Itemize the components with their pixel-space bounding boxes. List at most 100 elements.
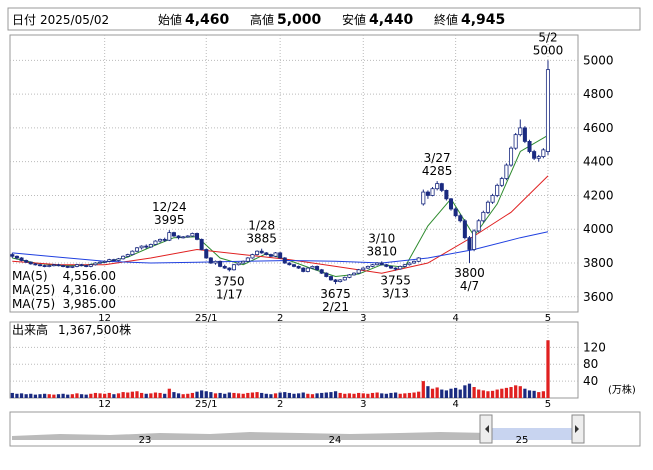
x-tick-label: 12 (98, 313, 111, 324)
navigator-area (12, 428, 574, 440)
candle-body (333, 279, 338, 282)
candle-body (518, 127, 523, 136)
field-value: 5,000 (277, 12, 322, 28)
volume-bar (218, 392, 222, 398)
volume-bar (481, 390, 485, 398)
candle-body (14, 255, 19, 259)
candle-body (222, 265, 227, 269)
volume-bar (283, 392, 287, 398)
candle-body (148, 244, 153, 248)
volume-bar (61, 393, 65, 398)
volume-bar (232, 392, 236, 398)
y-tick-label: 4600 (583, 121, 614, 135)
legend-name: MA(25) (12, 283, 55, 297)
candle-body (264, 252, 269, 255)
volume-bar (126, 392, 130, 398)
candle-body (315, 265, 320, 271)
volume-bar (297, 393, 301, 398)
candle-body (481, 211, 486, 222)
candle-body (19, 257, 24, 261)
annotation-price: 3995 (154, 213, 185, 227)
volume-bar (500, 388, 504, 398)
candle-body (93, 262, 98, 266)
volume-bar (163, 393, 167, 398)
candle-body (28, 261, 33, 265)
volume-bar (260, 392, 264, 398)
annotation-price: 3810 (366, 244, 397, 258)
volume-bar (430, 388, 435, 398)
volume-bar (546, 340, 550, 398)
volume-bar (149, 393, 153, 398)
volume-bar (435, 387, 439, 398)
legend-bg (11, 283, 117, 297)
volume-bar (264, 393, 268, 398)
volume-bar (380, 393, 384, 398)
volume-bar (347, 393, 352, 398)
annotation-date: 4/7 (460, 279, 479, 293)
volume-bar (139, 392, 144, 398)
x-tick-label: 25/1 (195, 399, 217, 410)
candle-body (458, 215, 463, 222)
candle-body (65, 265, 70, 268)
x-tick-label: 3 (360, 313, 366, 324)
candle-body (139, 245, 144, 249)
volume-bar (172, 392, 176, 398)
candle-body (342, 276, 347, 281)
candle-body (51, 264, 56, 267)
candle-body (453, 208, 458, 217)
candle-body (444, 189, 449, 200)
candle-body (509, 147, 514, 166)
candle-body (111, 259, 116, 262)
volume-bar (287, 392, 291, 398)
candle-body (84, 265, 89, 267)
volume-bar (246, 392, 250, 398)
volume-bar (324, 392, 328, 398)
candle-body (305, 267, 310, 272)
volume-bar (426, 386, 430, 398)
candle-body (301, 267, 306, 272)
candle-body (347, 274, 352, 278)
candle-body (204, 249, 209, 259)
y-tick-label: 3600 (583, 290, 614, 304)
volume-current: 1,367,500株 (58, 322, 131, 337)
candle-body (504, 164, 509, 179)
volume-bar (273, 393, 278, 398)
field-value: 4,460 (185, 12, 230, 28)
volume-bar (84, 394, 88, 398)
volume-bar (366, 393, 370, 398)
candle-body (61, 265, 66, 267)
candle-body (273, 252, 278, 257)
annotation-date: 1/17 (216, 287, 243, 301)
volume-bar (89, 393, 93, 398)
candle-body (407, 262, 412, 266)
volume-bar (338, 392, 342, 398)
candle-body (255, 250, 260, 255)
volume-bar (393, 392, 398, 398)
candle-body (435, 183, 440, 190)
volume-bar (472, 387, 476, 398)
volume-bar (98, 393, 102, 398)
annotation-price: 4285 (422, 164, 453, 178)
legend-value: 3,985.00 (63, 297, 116, 311)
volume-bar (352, 393, 356, 398)
candle-body (541, 149, 546, 158)
volume-bar (135, 391, 139, 398)
candle-body (107, 259, 112, 262)
candle-body (472, 230, 477, 250)
legend-name: MA(5) (12, 269, 48, 283)
x-tick-label: 4 (452, 399, 458, 410)
volume-bar (421, 381, 425, 398)
volume-bar (417, 391, 421, 398)
field-label: 高値 (250, 12, 274, 27)
candle-body (88, 264, 93, 267)
volume-bar (306, 393, 310, 398)
navigator-window[interactable] (490, 428, 574, 440)
candle-body (176, 235, 181, 239)
legend-name: MA(75) (12, 297, 55, 311)
volume-bar (29, 393, 33, 398)
volume-bar (398, 393, 402, 398)
volume-bar (66, 394, 70, 398)
candle-body (250, 254, 255, 259)
candle-body (33, 263, 38, 266)
volume-bar (454, 387, 458, 398)
